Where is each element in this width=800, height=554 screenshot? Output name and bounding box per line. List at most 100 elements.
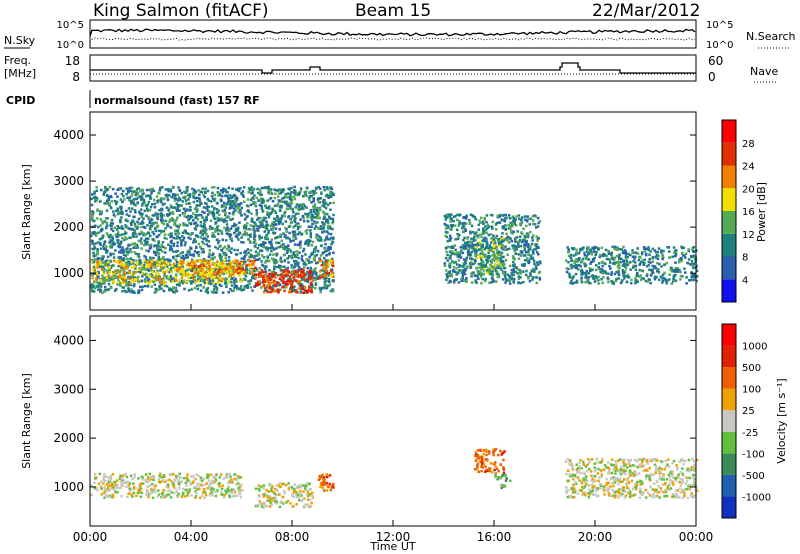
echo-pixel — [169, 226, 173, 229]
echo-pixel — [137, 253, 140, 256]
echo-pixel — [95, 197, 99, 200]
echo-pixel — [241, 233, 245, 237]
echo-pixel — [146, 224, 149, 227]
echo-pixel — [253, 259, 257, 262]
echo-pixel — [160, 243, 163, 247]
echo-pixel — [462, 216, 466, 219]
echo-pixel — [253, 267, 256, 271]
echo-pixel — [141, 267, 145, 271]
echo-pixel — [132, 272, 136, 275]
echo-pixel — [125, 281, 128, 284]
echo-pixel — [165, 265, 169, 268]
echo-pixel — [510, 273, 514, 276]
echo-pixel — [635, 279, 638, 282]
echo-pixel — [448, 246, 451, 249]
echo-pixel — [127, 281, 131, 284]
echo-pixel — [629, 260, 632, 264]
echo-pixel — [92, 219, 95, 223]
echo-pixel — [175, 289, 179, 293]
echo-pixel — [236, 267, 239, 270]
echo-pixel — [282, 243, 285, 246]
echo-pixel — [228, 235, 232, 238]
echo-pixel — [261, 198, 265, 201]
echo-pixel — [125, 213, 129, 216]
echo-pixel — [146, 268, 150, 271]
echo-pixel — [105, 188, 109, 192]
echo-pixel — [327, 245, 330, 249]
echo-pixel — [321, 261, 325, 264]
echo-pixel — [169, 259, 172, 263]
echo-pixel — [91, 261, 95, 264]
echo-pixel — [295, 259, 298, 263]
echo-pixel — [659, 275, 663, 278]
echo-pixel — [178, 283, 181, 286]
echo-pixel — [142, 243, 146, 247]
echo-pixel — [183, 256, 186, 260]
echo-pixel — [497, 273, 500, 276]
echo-pixel — [629, 268, 632, 271]
echo-pixel — [318, 257, 321, 260]
echo-pixel — [567, 261, 570, 264]
echo-pixel — [110, 228, 113, 231]
echo-pixel — [491, 237, 494, 240]
echo-pixel — [152, 275, 155, 278]
echo-pixel — [279, 191, 283, 195]
echo-pixel — [119, 205, 122, 209]
echo-pixel — [636, 274, 640, 277]
echo-pixel — [599, 269, 602, 272]
echo-pixel — [92, 254, 95, 258]
echo-pixel — [487, 251, 490, 255]
echo-pixel — [229, 271, 233, 274]
echo-pixel — [446, 259, 449, 262]
echo-pixel — [638, 275, 641, 278]
y-tick-label: 2000 — [53, 220, 84, 234]
echo-pixel — [145, 275, 148, 279]
echo-pixel — [245, 232, 248, 235]
echo-pixel — [568, 272, 571, 276]
echo-pixel — [295, 193, 298, 197]
echo-pixel — [314, 191, 318, 195]
echo-pixel — [326, 225, 330, 228]
echo-pixel — [153, 263, 156, 267]
echo-pixel — [301, 215, 305, 218]
echo-pixel — [131, 219, 134, 222]
echo-pixel — [216, 186, 220, 190]
echo-pixel — [235, 235, 239, 239]
echo-pixel — [309, 232, 312, 235]
echo-pixel — [692, 250, 696, 253]
echo-pixel — [147, 265, 150, 268]
echo-pixel — [284, 245, 287, 248]
echo-pixel — [156, 224, 159, 227]
echo-pixel — [512, 216, 515, 220]
echo-pixel — [463, 272, 467, 276]
echo-pixel — [256, 258, 260, 261]
echo-pixel — [278, 277, 282, 280]
echo-pixel — [482, 222, 485, 225]
echo-pixel — [164, 219, 168, 223]
echo-pixel — [255, 211, 259, 215]
echo-pixel — [264, 236, 267, 239]
echo-pixel — [95, 281, 99, 284]
echo-pixel — [282, 200, 285, 203]
echo-pixel — [671, 255, 674, 258]
echo-pixel — [450, 245, 454, 248]
echo-pixel — [116, 212, 120, 216]
station-title: King Salmon (fitACF) — [93, 1, 269, 21]
echo-pixel — [103, 242, 106, 246]
echo-pixel — [511, 232, 514, 235]
echo-pixel — [615, 248, 619, 251]
echo-pixel — [272, 275, 275, 278]
echo-pixel — [225, 253, 228, 256]
echo-pixel — [463, 236, 466, 240]
echo-pixel — [101, 261, 105, 264]
echo-pixel — [100, 228, 103, 232]
echo-pixel — [196, 259, 199, 263]
echo-pixel — [672, 279, 676, 282]
echo-pixel — [583, 254, 587, 257]
echo-pixel — [523, 243, 526, 247]
echo-pixel — [103, 281, 106, 285]
echo-pixel — [497, 266, 500, 270]
echo-pixel — [157, 229, 161, 233]
echo-pixel — [128, 260, 132, 264]
echo-pixel — [669, 266, 673, 269]
